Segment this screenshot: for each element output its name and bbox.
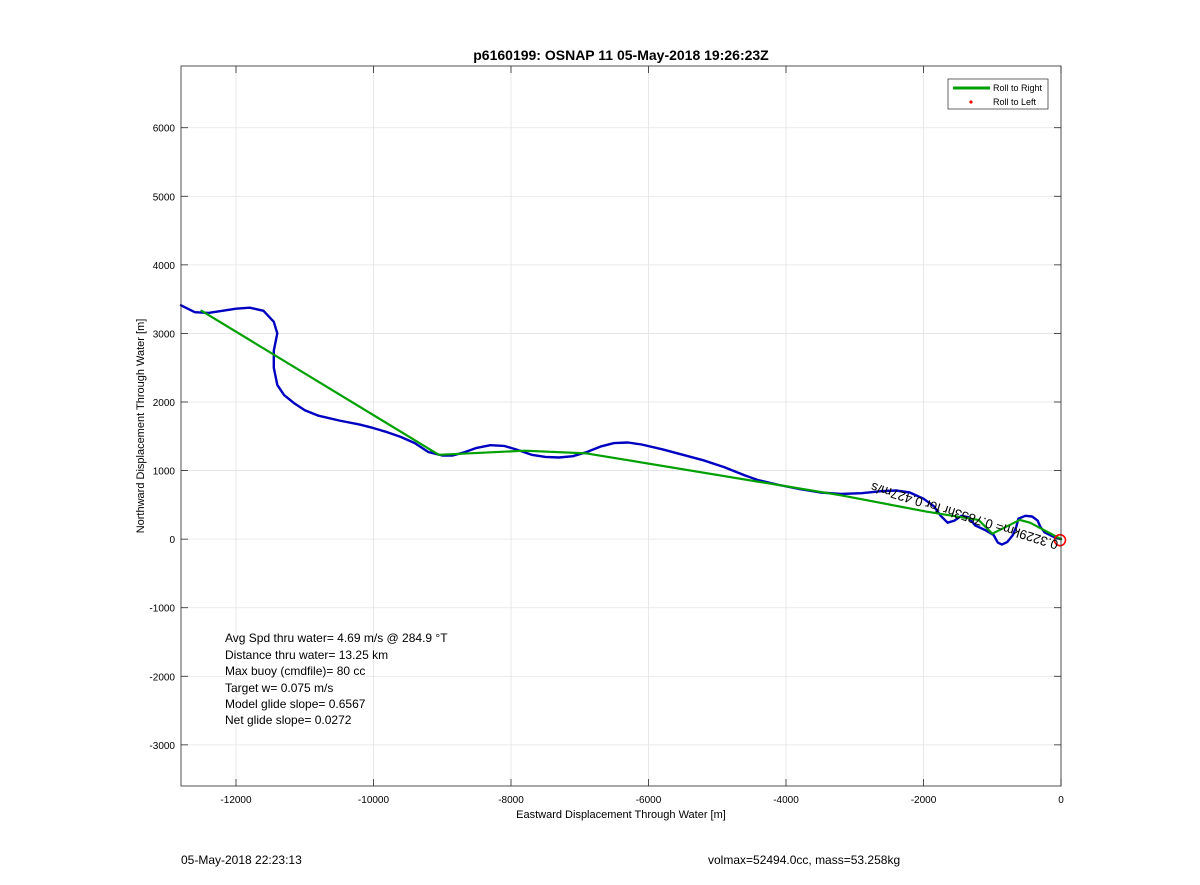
stats-block: Avg Spd thru water= 4.69 m/s @ 284.9 °T … xyxy=(225,631,448,727)
stat-model-glide-slope: Model glide slope= 0.6567 xyxy=(225,697,366,711)
y-axis-label: Northward Displacement Through Water [m] xyxy=(135,319,147,534)
x-tick-label: -4000 xyxy=(773,795,799,806)
tick-layer: -12000 -10000 -8000 -6000 -4000 -2000 0-3000-2… xyxy=(149,66,1064,806)
y-tick-label: 0 xyxy=(169,535,175,546)
legend: Roll to Right Roll to Left xyxy=(947,78,1049,110)
markers-layer xyxy=(1053,533,1067,547)
legend-label-roll-left: Roll to Left xyxy=(993,97,1037,107)
stat-max-buoy: Max buoy (cmdfile)= 80 cc xyxy=(225,664,365,678)
x-tick-label: -6000 xyxy=(636,795,662,806)
y-tick-label: 2000 xyxy=(153,398,176,409)
x-tick-label: -8000 xyxy=(498,795,524,806)
y-tick-label: -2000 xyxy=(149,672,175,683)
footer-timestamp: 05-May-2018 22:23:13 xyxy=(181,853,302,867)
start-marker xyxy=(1053,533,1067,547)
y-tick-label: -3000 xyxy=(149,741,175,752)
x-axis-label: Eastward Displacement Through Water [m] xyxy=(516,809,726,821)
legend-label-roll-right: Roll to Right xyxy=(993,83,1043,93)
legend-box xyxy=(947,78,1049,110)
stat-target-w: Target w= 0.075 m/s xyxy=(225,681,333,695)
y-tick-label: 5000 xyxy=(153,192,176,203)
x-tick-label: -2000 xyxy=(911,795,937,806)
y-tick-label: -1000 xyxy=(149,604,175,615)
y-tick-label: 6000 xyxy=(153,124,176,135)
series-layer xyxy=(179,304,1063,546)
y-tick-label: 4000 xyxy=(153,261,176,272)
grid-lines xyxy=(181,66,1062,786)
legend-swatch-roll-left xyxy=(969,100,973,104)
stat-avg-speed: Avg Spd thru water= 4.69 m/s @ 284.9 °T xyxy=(225,631,448,645)
x-tick-label: -10000 xyxy=(358,795,390,806)
plot-frame xyxy=(180,65,1062,787)
x-tick-label: -12000 xyxy=(220,795,252,806)
chart-title: p6160199: OSNAP 11 05-May-2018 19:26:23Z xyxy=(473,47,769,63)
footer-volmax-mass: volmax=52494.0cc, mass=53.258kg xyxy=(708,853,901,867)
series-roll-right-line xyxy=(200,309,1063,541)
stat-distance: Distance thru water= 13.25 km xyxy=(225,648,388,662)
series-track-line xyxy=(179,304,1063,546)
y-tick-label: 3000 xyxy=(153,329,176,340)
stat-net-glide-slope: Net glide slope= 0.0272 xyxy=(225,713,352,727)
y-tick-label: 1000 xyxy=(153,467,176,478)
x-tick-label: 0 xyxy=(1058,795,1064,806)
plot-area xyxy=(181,66,1061,786)
